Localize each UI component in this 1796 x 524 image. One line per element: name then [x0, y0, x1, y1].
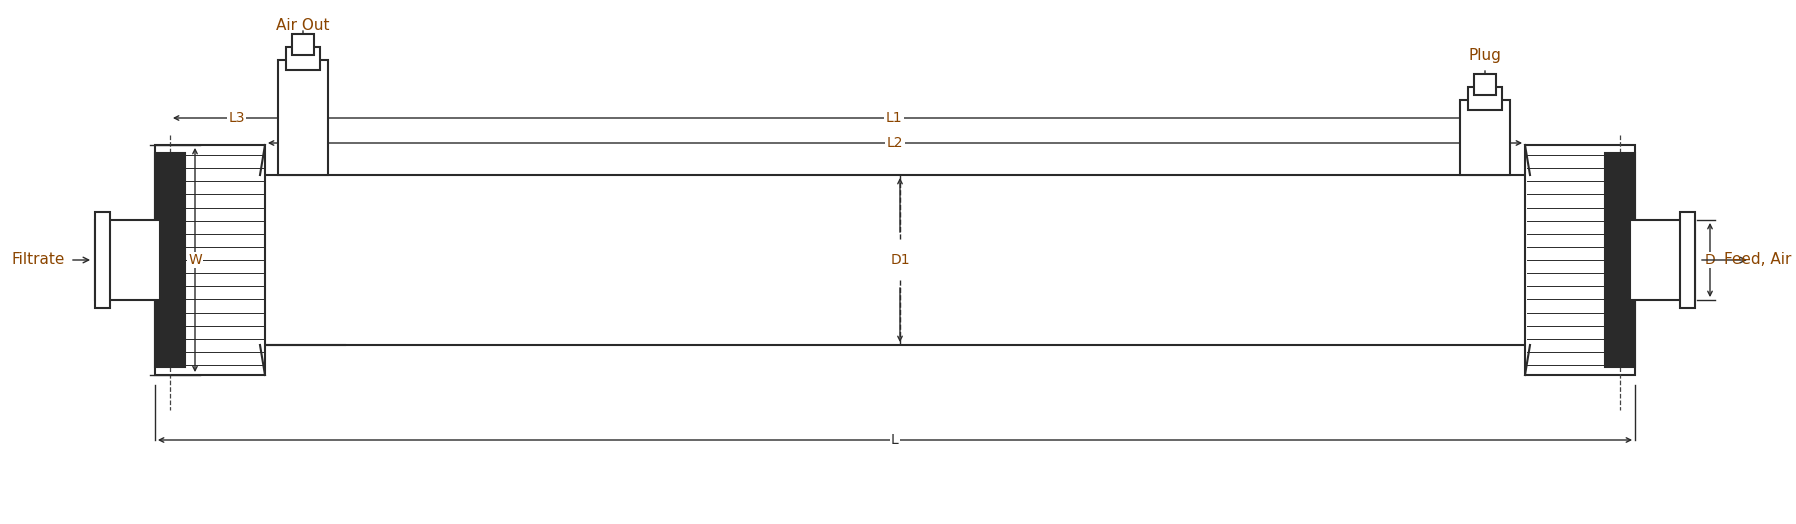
Text: Plug: Plug [1469, 48, 1501, 63]
Text: L3: L3 [228, 111, 244, 125]
Bar [95, 212, 110, 308]
Text: Filtrate: Filtrate [11, 253, 65, 267]
Bar [1525, 145, 1634, 375]
Bar [293, 34, 314, 55]
Bar [1679, 212, 1695, 308]
Text: L2: L2 [887, 136, 903, 150]
Text: Feed, Air: Feed, Air [1724, 253, 1792, 267]
Bar [1475, 74, 1496, 95]
Bar [1460, 100, 1510, 175]
Bar [154, 145, 266, 375]
Text: W: W [189, 253, 201, 267]
Bar [154, 153, 185, 367]
Text: D1: D1 [891, 253, 911, 267]
Text: L1: L1 [885, 111, 902, 125]
Bar [1631, 220, 1695, 300]
Bar [1467, 87, 1501, 110]
Bar [1606, 153, 1634, 367]
Text: L: L [891, 433, 898, 447]
Bar [286, 47, 320, 70]
Text: D: D [1704, 253, 1715, 267]
Bar [95, 220, 160, 300]
Bar [278, 60, 329, 175]
Text: Air Out: Air Out [277, 18, 330, 33]
